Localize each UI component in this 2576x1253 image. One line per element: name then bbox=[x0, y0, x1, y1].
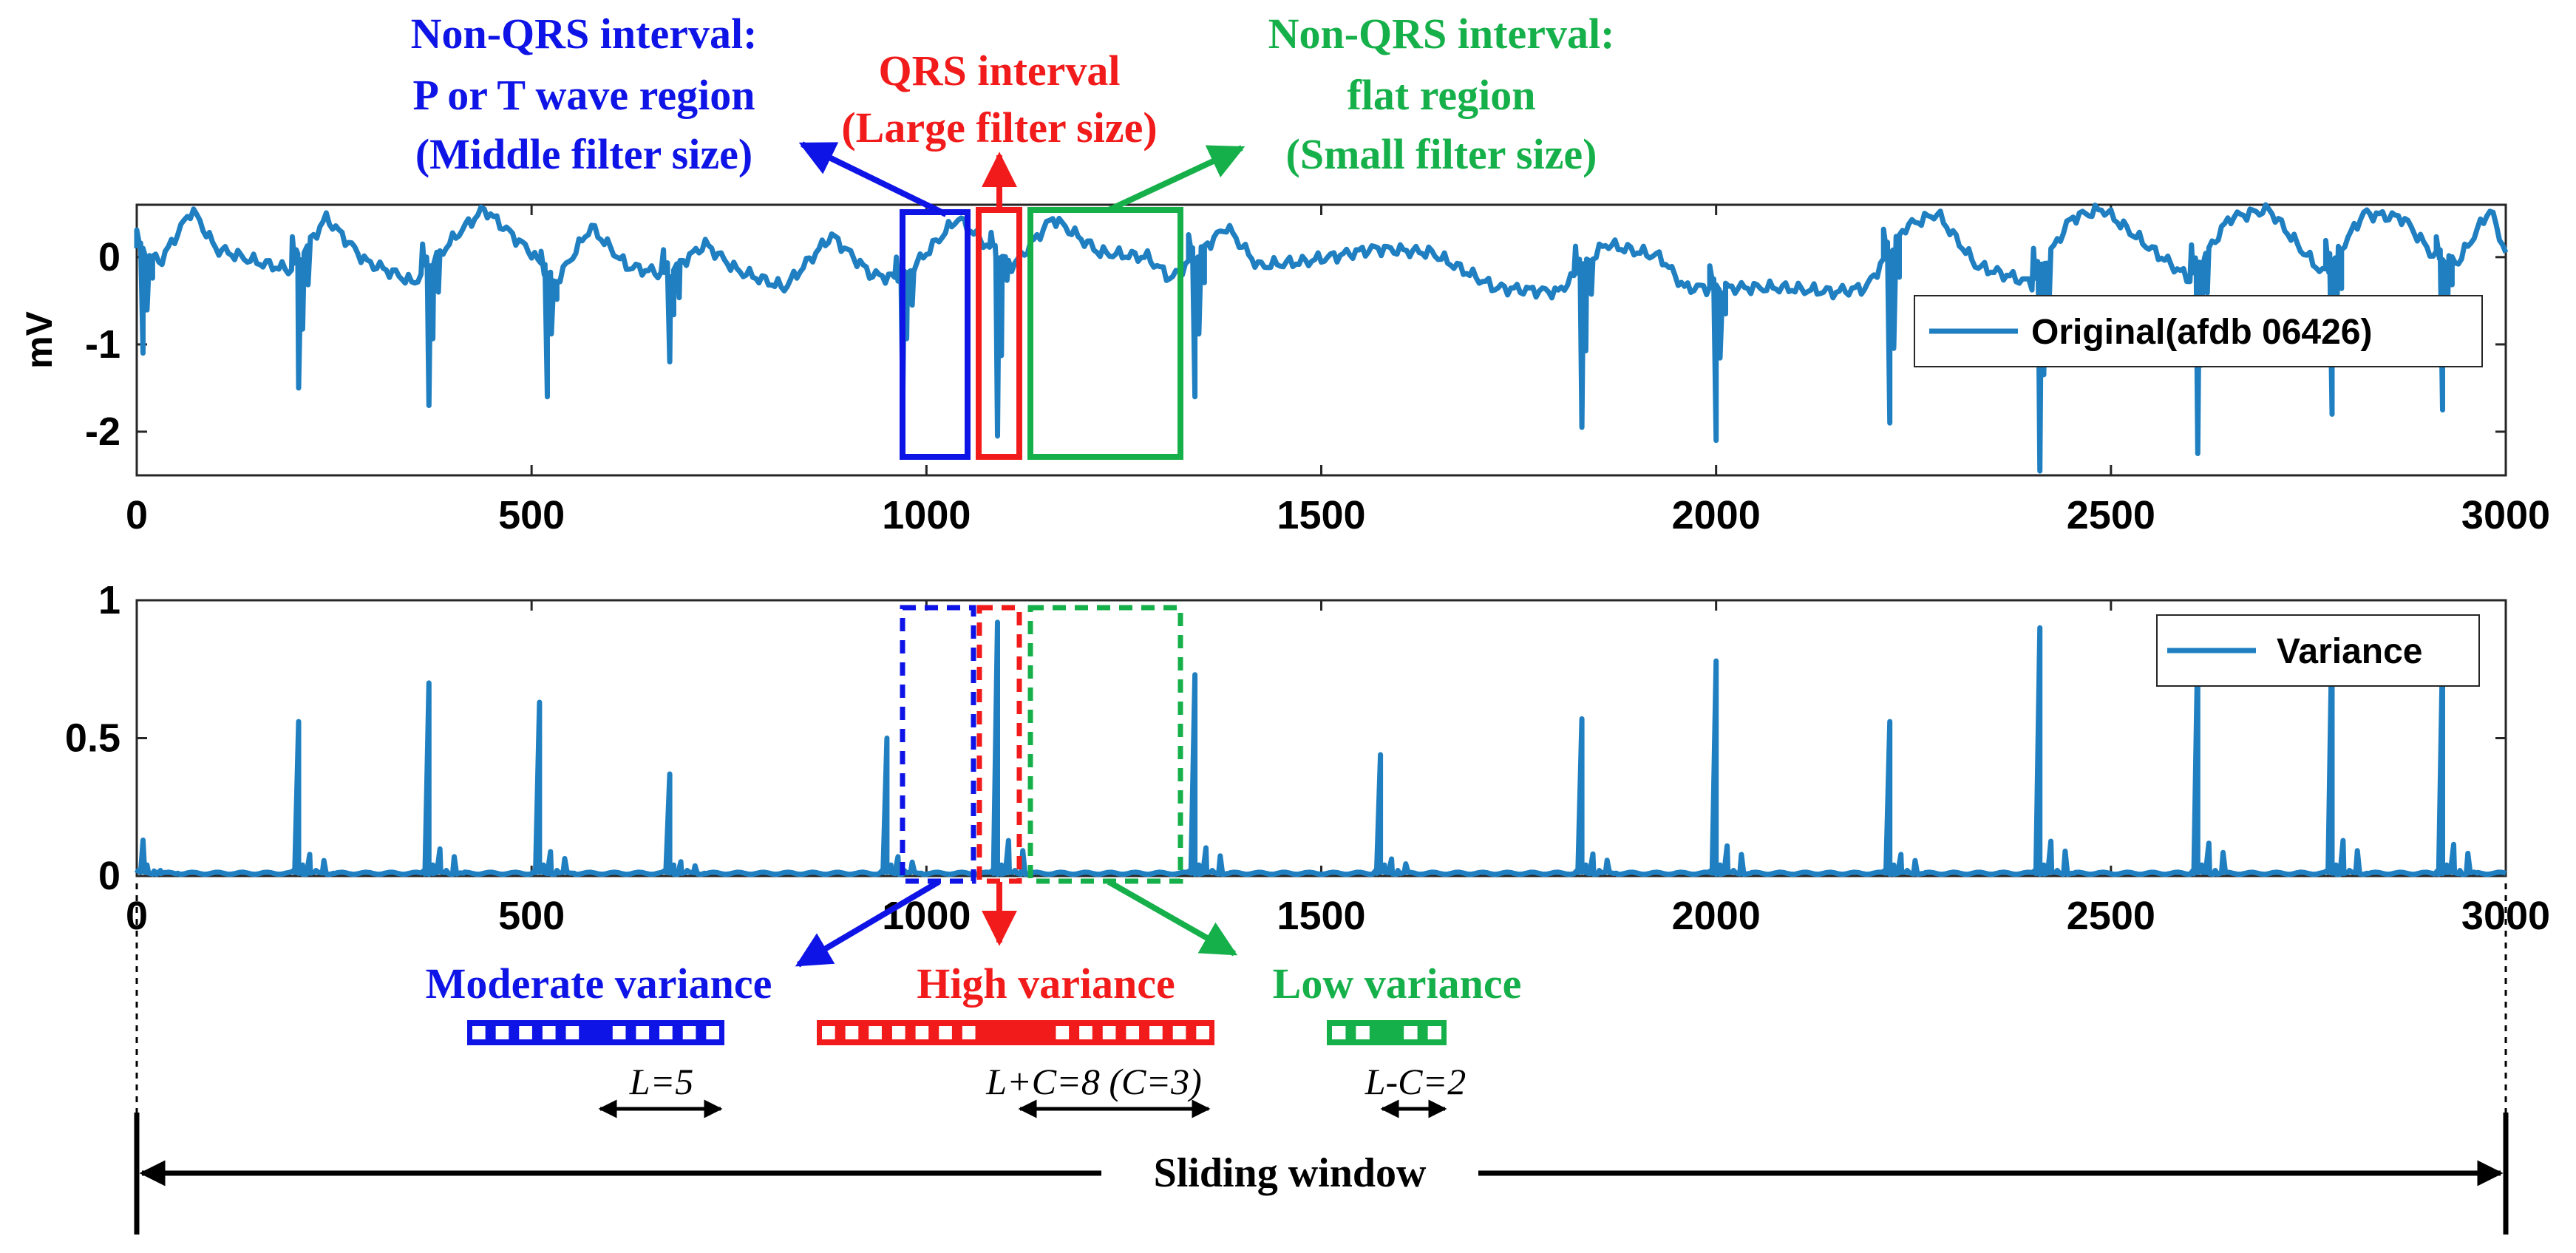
ecg-x-tick-label: 3000 bbox=[2461, 493, 2550, 537]
window-cell bbox=[682, 1026, 696, 1039]
ecg-y-ticks: 0 -1 -2 bbox=[85, 235, 2506, 454]
variance-signal-line bbox=[134, 619, 2507, 877]
annotation-green-line2: flat region bbox=[1347, 71, 1535, 119]
window-bar-moderate bbox=[467, 1020, 724, 1045]
window-cell bbox=[472, 1026, 486, 1039]
variance-x-ticks: 0 500 1000 1500 2000 2500 3000 bbox=[126, 600, 2550, 938]
window-cell bbox=[1172, 1026, 1186, 1039]
window-cell bbox=[1056, 1026, 1070, 1039]
variance-legend: Variance bbox=[2156, 614, 2480, 687]
variance-x-tick-label: 1500 bbox=[1277, 894, 1365, 938]
annotation-blue-line1: Non-QRS interval: bbox=[411, 10, 758, 58]
ecg-x-tick-label: 500 bbox=[498, 493, 565, 537]
annotation-blue-arrow bbox=[798, 141, 948, 217]
window-cell bbox=[659, 1026, 673, 1039]
moderate-arrow bbox=[795, 879, 941, 968]
variance-box-low bbox=[1027, 605, 1183, 884]
window-cell bbox=[612, 1026, 626, 1039]
ecg-x-tick-label: 0 bbox=[126, 493, 148, 537]
window-cell bbox=[891, 1026, 905, 1039]
window-cell bbox=[1427, 1026, 1441, 1039]
window-cell bbox=[1404, 1026, 1418, 1039]
annotation-green-arrow bbox=[1107, 145, 1245, 213]
variance-box-moderate bbox=[900, 605, 976, 884]
window-cell bbox=[1079, 1026, 1092, 1039]
annotation-red-line2: (Large filter size) bbox=[841, 103, 1157, 152]
variance-legend-label: Variance bbox=[2277, 632, 2422, 671]
window-cell bbox=[706, 1026, 719, 1039]
variance-x-tick-label: 500 bbox=[498, 894, 565, 938]
variance-x-tick-label: 1000 bbox=[882, 894, 971, 938]
variance-x-tick-label: 2000 bbox=[1672, 894, 1761, 938]
ecg-legend-label: Original(afdb 06426) bbox=[2031, 313, 2372, 352]
window-label-low: L-C=2 bbox=[1365, 1061, 1467, 1102]
annotation-blue-line3: (Middle filter size) bbox=[415, 130, 752, 178]
window-cell bbox=[1102, 1026, 1116, 1039]
annotation-green-line1: Non-QRS interval: bbox=[1268, 10, 1615, 58]
window-cell bbox=[1356, 1026, 1370, 1039]
window-cell bbox=[869, 1026, 882, 1039]
window-cell bbox=[939, 1026, 952, 1039]
label-moderate-variance: Moderate variance bbox=[426, 960, 772, 1008]
ecg-box-p-t-wave bbox=[900, 209, 971, 460]
window-cell bbox=[1149, 1026, 1163, 1039]
window-bar-high bbox=[817, 1020, 1214, 1045]
label-low-variance: Low variance bbox=[1273, 960, 1522, 1008]
window-cell bbox=[962, 1026, 976, 1039]
window-cell bbox=[845, 1026, 859, 1039]
ecg-x-tick-label: 1500 bbox=[1277, 493, 1365, 537]
ecg-axes: 0 -1 -2 0 500 1000 1500 2000 2500 3000 mV Origin… bbox=[18, 202, 2550, 537]
ecg-x-tick-label: 2500 bbox=[2067, 493, 2155, 537]
ecg-signal-line bbox=[134, 202, 2509, 474]
window-cell bbox=[495, 1026, 509, 1039]
annotation-red-line1: QRS interval bbox=[878, 47, 1120, 95]
ecg-y-tick-label: -1 bbox=[85, 322, 120, 367]
window-cell bbox=[1332, 1026, 1346, 1039]
ecg-box-flat bbox=[1027, 207, 1183, 460]
window-cell bbox=[519, 1026, 532, 1039]
ecg-box-qrs bbox=[976, 207, 1022, 460]
window-cell bbox=[542, 1026, 556, 1039]
window-cell bbox=[565, 1026, 580, 1039]
variance-y-tick-label: 0 bbox=[98, 854, 120, 898]
window-label-high: L+C=8 (C=3) bbox=[985, 1061, 1202, 1102]
variance-x-tick-label: 2500 bbox=[2067, 894, 2155, 938]
ecg-x-ticks: 0 500 1000 1500 2000 2500 3000 bbox=[126, 205, 2550, 537]
variance-box-high bbox=[976, 605, 1022, 884]
window-cell bbox=[822, 1026, 835, 1039]
ecg-y-axis-label: mV bbox=[18, 310, 60, 368]
ecg-x-tick-label: 2000 bbox=[1672, 493, 1761, 537]
low-arrow bbox=[1107, 879, 1238, 957]
ecg-y-tick-label: 0 bbox=[98, 235, 120, 279]
ecg-y-tick-label: -2 bbox=[85, 410, 120, 454]
window-bar-low bbox=[1327, 1020, 1447, 1045]
window-label-moderate: L=5 bbox=[629, 1061, 694, 1102]
window-cell bbox=[636, 1026, 650, 1039]
sliding-window-label: Sliding window bbox=[1154, 1150, 1427, 1196]
top-annotations: Non-QRS interval: P or T wave region (Mi… bbox=[411, 10, 1615, 178]
window-size-labels: L=5 L+C=8 (C=3) L-C=2 bbox=[629, 1061, 1467, 1102]
variance-axes: 00.51 0 500 1000 1500 2000 2500 3000 Variance bbox=[65, 578, 2550, 938]
variance-plot-frame bbox=[135, 599, 2507, 877]
window-cell bbox=[915, 1026, 929, 1039]
bottom-annotations: Moderate variance High variance Low vari… bbox=[426, 960, 1522, 1008]
annotation-green-line3: (Small filter size) bbox=[1286, 130, 1597, 178]
annotation-blue-line2: P or T wave region bbox=[413, 71, 755, 119]
window-cell bbox=[1196, 1026, 1209, 1039]
variance-y-tick-label: 1 bbox=[98, 578, 120, 622]
ecg-legend: Original(afdb 06426) bbox=[1914, 295, 2483, 367]
window-cell bbox=[1126, 1026, 1140, 1039]
ecg-x-tick-label: 1000 bbox=[882, 493, 971, 537]
variance-y-tick-label: 0.5 bbox=[65, 716, 120, 761]
label-high-variance: High variance bbox=[917, 960, 1175, 1008]
variance-y-ticks: 00.51 bbox=[65, 578, 2506, 898]
